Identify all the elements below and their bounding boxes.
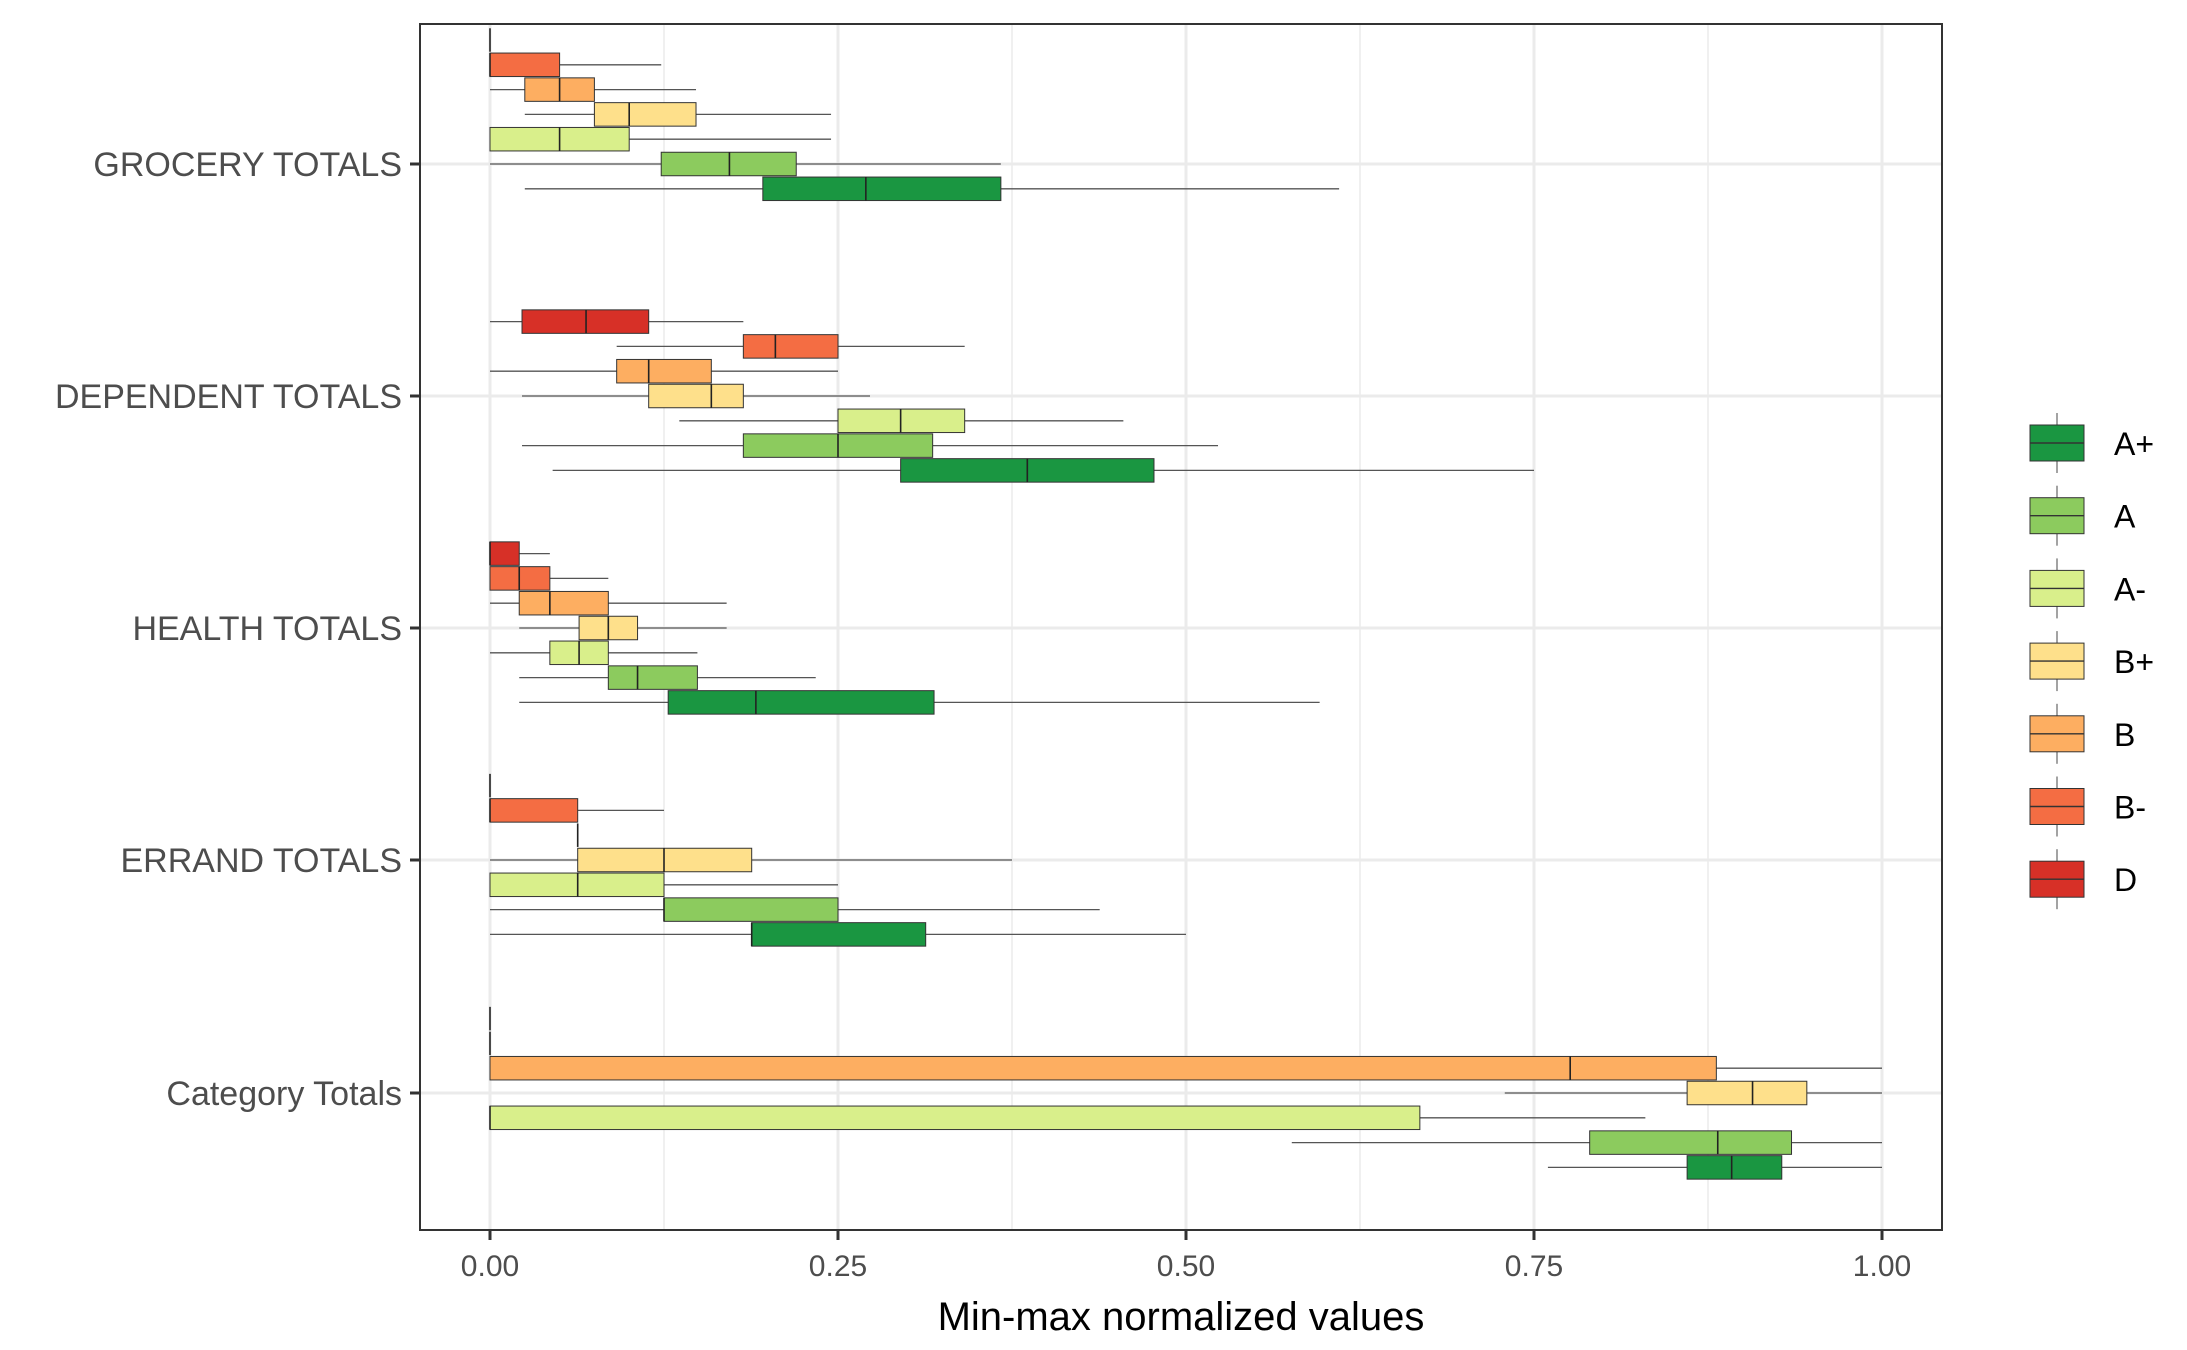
box-category-totals-A- <box>489 1105 1646 1131</box>
box-body <box>1589 1130 1793 1155</box>
box-dependent-totals-A- <box>679 408 1124 434</box>
box-errand-totals-B+ <box>490 847 1012 873</box>
legend-item-A-: A- <box>2029 558 2146 619</box>
box-health-totals-B- <box>489 566 609 591</box>
box-category-totals-A+ <box>1547 1155 1882 1180</box>
box-category-totals-A <box>1291 1130 1882 1155</box>
y-axis: GROCERY TOTALS DEPENDENT TOTALS HEALTH TOT… <box>55 146 420 1113</box>
legend-item-D: D <box>2029 849 2137 910</box>
legend-label: A- <box>2114 571 2146 607</box>
box-dependent-totals-A <box>522 433 1219 458</box>
box-body <box>616 358 712 384</box>
box-dependent-totals-D <box>490 309 744 334</box>
box-grocery-totals-B- <box>489 52 662 78</box>
box-health-totals-D <box>489 541 550 566</box>
legend-label: A <box>2114 499 2136 535</box>
box-dependent-totals-B+ <box>522 383 871 409</box>
box-category-totals-B <box>489 1055 1882 1081</box>
box-grocery-totals-A+ <box>524 176 1340 202</box>
box-body <box>762 176 1002 202</box>
box-grocery-totals-B <box>490 77 697 102</box>
box-body <box>1686 1155 1783 1180</box>
legend-label: B+ <box>2114 644 2154 680</box>
box-layer <box>489 28 1882 1180</box>
box-body <box>489 1055 1717 1081</box>
legend-item-B+: B+ <box>2029 631 2154 692</box>
legend-item-A: A <box>2029 485 2136 546</box>
y-tick-label: GROCERY TOTALS <box>93 146 402 184</box>
grid-lines <box>420 24 1942 1230</box>
box-dependent-totals-B <box>490 358 838 384</box>
box-health-totals-A+ <box>519 690 1320 715</box>
box-health-totals-A <box>519 665 816 690</box>
x-tick-label: 0.25 <box>809 1250 867 1283</box>
box-body <box>751 922 927 947</box>
box-body <box>607 665 698 690</box>
box-body <box>489 541 520 566</box>
box-errand-totals-A- <box>489 872 838 898</box>
box-body <box>663 897 839 922</box>
box-grocery-totals-A- <box>489 126 832 152</box>
legend-item-B-: B- <box>2029 776 2146 837</box>
box-category-totals-B+ <box>1504 1080 1882 1106</box>
legend-item-B: B <box>2029 703 2135 764</box>
box-health-totals-B <box>490 590 727 616</box>
legend-label: B <box>2114 717 2135 753</box>
box-grocery-totals-B+ <box>524 102 832 127</box>
x-tick-label: 0.75 <box>1505 1250 1563 1283</box>
y-tick-label: HEALTH TOTALS <box>132 610 402 648</box>
box-dependent-totals-B- <box>616 334 965 359</box>
box-health-totals-B+ <box>519 615 727 641</box>
x-tick-label: 1.00 <box>1853 1250 1911 1283</box>
box-grocery-totals-A <box>490 151 1001 177</box>
x-tick-label: 0.50 <box>1157 1250 1215 1283</box>
y-tick-label: ERRAND TOTALS <box>120 842 402 880</box>
box-body <box>489 1105 1421 1131</box>
box-errand-totals-A+ <box>490 922 1186 947</box>
y-tick-label: DEPENDENT TOTALS <box>55 378 402 416</box>
box-body <box>667 690 935 715</box>
box-body <box>518 590 609 616</box>
y-tick-label: Category Totals <box>166 1075 402 1113</box>
legend-label: D <box>2114 862 2137 898</box>
box-body <box>593 102 697 127</box>
x-tick-label: 0.00 <box>461 1250 519 1283</box>
x-axis: 0.00 0.25 0.50 0.75 1.00 <box>461 1230 1911 1283</box>
box-body <box>489 798 579 823</box>
x-axis-label: Min-max normalized values <box>938 1295 1425 1339</box>
legend-label: A+ <box>2114 426 2154 462</box>
box-body <box>489 52 561 78</box>
legend-label: B- <box>2114 790 2146 826</box>
box-errand-totals-A <box>490 897 1100 922</box>
box-health-totals-A- <box>490 640 698 666</box>
box-dependent-totals-A+ <box>552 458 1534 483</box>
legend: A+ A A- B+ B B- D <box>2029 413 2154 910</box>
box-errand-totals-B- <box>489 798 664 823</box>
box-body <box>1686 1080 1808 1106</box>
box-body <box>742 334 839 359</box>
legend-item-A+: A+ <box>2029 413 2154 473</box>
box-body <box>648 383 744 409</box>
